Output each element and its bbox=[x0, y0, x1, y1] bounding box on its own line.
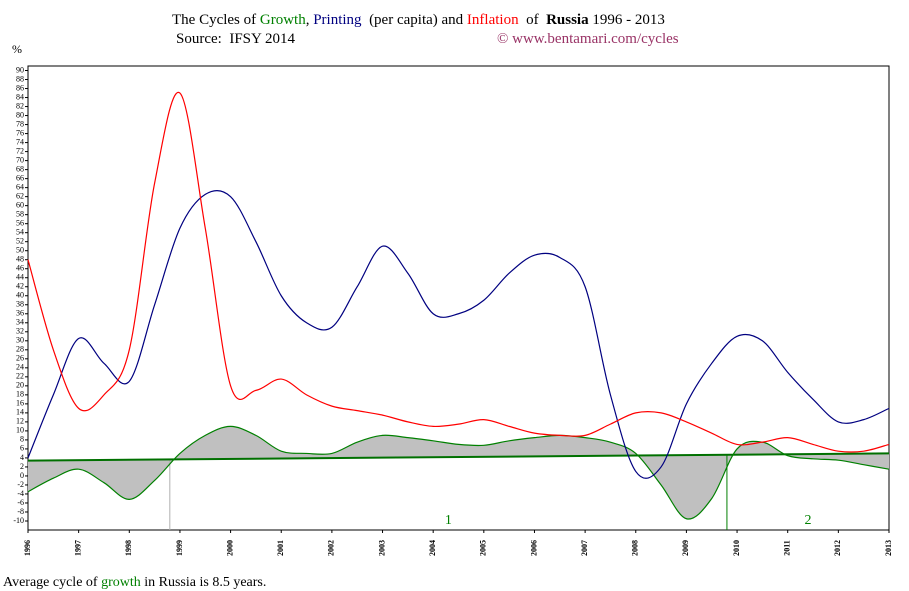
x-tick-label: 2005 bbox=[479, 540, 488, 556]
y-tick-label: 68 bbox=[16, 164, 24, 173]
title-inflation: Inflation bbox=[467, 12, 519, 28]
series-line bbox=[27, 91, 890, 453]
title-growth: Growth bbox=[260, 12, 306, 28]
y-unit: % bbox=[12, 42, 22, 56]
y-tick-label: 46 bbox=[16, 264, 24, 273]
x-tick-label: 2009 bbox=[681, 540, 690, 556]
y-tick-label: 36 bbox=[16, 309, 24, 318]
x-tick-label: 2002 bbox=[327, 540, 336, 556]
y-tick-label: 32 bbox=[16, 327, 24, 336]
y-tick-label: 20 bbox=[16, 381, 24, 390]
y-tick-label: 28 bbox=[16, 345, 24, 354]
y-tick-label: 4 bbox=[20, 453, 24, 462]
y-tick-label: 66 bbox=[16, 173, 24, 182]
x-tick-label: 2003 bbox=[377, 540, 386, 556]
y-tick-label: 76 bbox=[16, 128, 24, 137]
x-tick-label: 2000 bbox=[225, 540, 234, 556]
plot-frame bbox=[27, 65, 890, 531]
title-part: 1996 - 2013 bbox=[589, 12, 665, 28]
x-tick-label: 2010 bbox=[732, 540, 741, 556]
y-tick-label: 74 bbox=[16, 137, 24, 146]
y-tick-label: 14 bbox=[16, 408, 24, 417]
x-tick-label: 1998 bbox=[124, 540, 133, 556]
title-country: Russia bbox=[546, 12, 589, 28]
y-tick-label: 22 bbox=[16, 372, 24, 381]
series-line bbox=[27, 425, 890, 520]
x-tick-label: 1996 bbox=[23, 540, 32, 556]
credit: © www.bentamari.com/cycles bbox=[497, 31, 679, 47]
footer-part: Average cycle of bbox=[3, 575, 101, 590]
y-tick-label: 0 bbox=[20, 471, 24, 480]
title-part: The Cycles of bbox=[172, 12, 260, 28]
y-tick-label: 84 bbox=[16, 92, 24, 101]
series-line bbox=[27, 189, 890, 479]
y-tick-label: 54 bbox=[16, 228, 24, 237]
x-tick-label: 1999 bbox=[175, 540, 184, 556]
y-tick-label: 18 bbox=[16, 390, 24, 399]
y-tick-label: 86 bbox=[16, 83, 24, 92]
x-tick-label: 2011 bbox=[783, 540, 792, 556]
y-tick-label: 10 bbox=[16, 426, 24, 435]
y-tick-label: 80 bbox=[16, 110, 24, 119]
y-tick-label: 6 bbox=[20, 444, 24, 453]
y-tick-label: 8 bbox=[20, 435, 24, 444]
y-tick-label: 62 bbox=[16, 191, 24, 200]
trend-line bbox=[27, 452, 890, 462]
chart-title: The Cycles of Growth, Printing (per capi… bbox=[172, 12, 665, 28]
y-tick-label: -10 bbox=[13, 516, 24, 525]
y-tick-label: 24 bbox=[16, 363, 24, 372]
y-tick-label: -2 bbox=[17, 480, 24, 489]
y-tick-label: 88 bbox=[16, 74, 24, 83]
y-tick-label: 34 bbox=[16, 318, 24, 327]
title-printing: Printing bbox=[313, 12, 362, 28]
title-part: , bbox=[306, 12, 314, 28]
y-tick-label: 42 bbox=[16, 282, 24, 291]
y-tick-label: 56 bbox=[16, 218, 24, 227]
y-tick-label: 90 bbox=[16, 65, 24, 74]
x-tick-label: 1997 bbox=[73, 540, 82, 556]
y-tick-label: 38 bbox=[16, 300, 24, 309]
y-tick-label: 64 bbox=[16, 182, 24, 191]
y-tick-label: 70 bbox=[16, 155, 24, 164]
y-tick-label: 82 bbox=[16, 101, 24, 110]
y-tick-label: 44 bbox=[16, 273, 24, 282]
title-part: of bbox=[519, 12, 547, 28]
x-tick-label: 2007 bbox=[580, 540, 589, 556]
cycle-label: 1 bbox=[445, 513, 452, 528]
y-tick-label: 78 bbox=[16, 119, 24, 128]
y-tick-label: 26 bbox=[16, 354, 24, 363]
x-tick-label: 2006 bbox=[529, 540, 538, 556]
footer-part: in Russia is 8.5 years. bbox=[141, 575, 267, 590]
footer-growth: growth bbox=[101, 575, 141, 590]
y-tick-label: 16 bbox=[16, 399, 24, 408]
growth-trend-area bbox=[28, 426, 889, 520]
x-tick-label: 2013 bbox=[884, 540, 893, 556]
subtitle: Source: IFSY 2014 bbox=[176, 31, 296, 47]
y-tick-label: 40 bbox=[16, 291, 24, 300]
y-tick-label: 58 bbox=[16, 209, 24, 218]
y-tick-label: 2 bbox=[20, 462, 24, 471]
y-tick-label: 60 bbox=[16, 200, 24, 209]
x-tick-label: 2001 bbox=[276, 540, 285, 556]
title-part: (per capita) and bbox=[362, 12, 467, 28]
x-tick-label: 2008 bbox=[631, 540, 640, 556]
y-tick-label: -6 bbox=[17, 498, 24, 507]
y-tick-label: 50 bbox=[16, 246, 24, 255]
y-tick-label: 72 bbox=[16, 146, 24, 155]
y-tick-label: 52 bbox=[16, 237, 24, 246]
y-tick-label: 12 bbox=[16, 417, 24, 426]
y-tick-label: -4 bbox=[17, 489, 24, 498]
cycle-label: 2 bbox=[804, 513, 811, 528]
x-tick-label: 2004 bbox=[428, 540, 437, 556]
y-tick-label: 30 bbox=[16, 336, 24, 345]
footer: Average cycle of growth in Russia is 8.5… bbox=[3, 575, 266, 590]
y-tick-label: 48 bbox=[16, 255, 24, 264]
y-tick-label: -8 bbox=[17, 507, 24, 516]
x-tick-label: 2012 bbox=[833, 540, 842, 556]
